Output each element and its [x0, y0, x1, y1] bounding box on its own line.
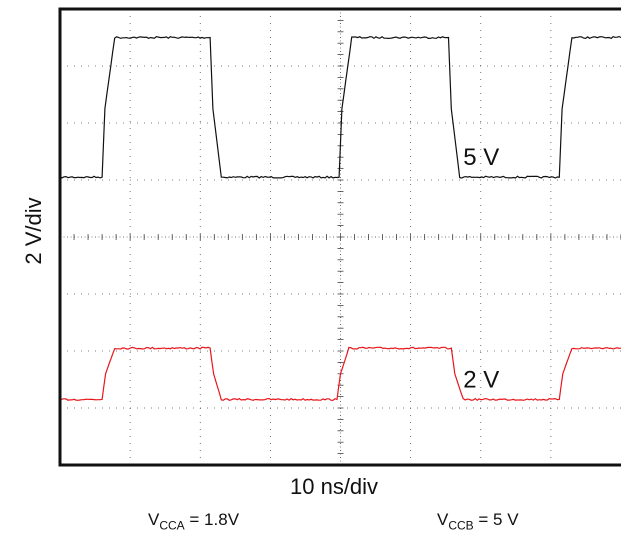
trace-line-2: [59, 346, 621, 402]
plot-grid: [59, 8, 621, 466]
trace-label-1: 5 V: [463, 144, 499, 171]
plot-traces: [59, 35, 621, 402]
vccb-symbol: V: [437, 510, 449, 529]
vcca-symbol: V: [148, 510, 160, 529]
vccb-condition: VCCB = 5 V: [437, 510, 519, 532]
vcca-subscript: CCA: [159, 518, 185, 533]
x-axis-label: 10 ns/div: [290, 474, 379, 499]
y-axis-label: 2 V/div: [21, 197, 46, 265]
vcca-condition: VCCA = 1.8V: [148, 510, 239, 532]
plot-frame: [58, 7, 621, 467]
vccb-value: = 5 V: [473, 510, 519, 529]
trace-label-2: 2 V: [463, 366, 499, 393]
trace-line-1: [59, 35, 621, 179]
vcca-value: = 1.8V: [184, 510, 240, 529]
trace-labels: 5 V 2 V: [463, 144, 499, 393]
oscilloscope-plot: 5 V 2 V: [58, 7, 621, 467]
vccb-subscript: CCB: [448, 518, 474, 533]
